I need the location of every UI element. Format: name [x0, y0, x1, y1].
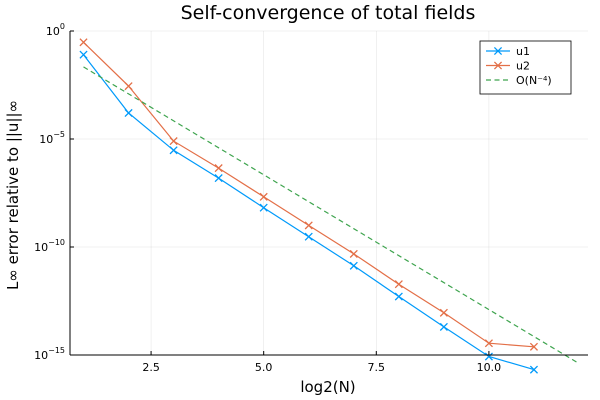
- legend-label: u1: [516, 45, 530, 58]
- data-point: [304, 232, 313, 241]
- series-layer: [79, 38, 580, 374]
- data-point: [529, 365, 539, 374]
- data-point: [304, 221, 313, 230]
- data-point: [484, 339, 493, 348]
- x-tick-label: 2.5: [142, 361, 160, 374]
- legend: u1 u2O(N⁻⁴): [479, 40, 572, 95]
- axes: [69, 30, 588, 356]
- series-line-3: [83, 66, 580, 365]
- data-point: [169, 146, 178, 155]
- data-point: [394, 280, 403, 289]
- data-point: [124, 108, 133, 118]
- y-tick-label: 10−15: [34, 346, 65, 362]
- data-point: [439, 322, 448, 331]
- x-tick-label: 7.5: [368, 361, 386, 374]
- y-tick-label: 10−10: [34, 238, 65, 254]
- data-point: [259, 192, 268, 201]
- data-point: [394, 292, 403, 301]
- tick-labels: 2.5 5.0 7.5 10.0 100 10−5 10−10 10−15: [34, 22, 501, 374]
- data-point: [79, 38, 88, 47]
- legend-marker: [493, 61, 503, 70]
- data-point: [124, 82, 133, 91]
- legend-marker: [493, 46, 503, 56]
- data-point: [259, 203, 268, 212]
- y-tick-label: 10−5: [39, 130, 65, 146]
- y-axis-label: L∞ error relative to ||u||∞: [4, 100, 22, 290]
- x-tick-label: 10.0: [477, 361, 502, 374]
- legend-label: u2: [516, 60, 530, 73]
- x-tick-label: 5.0: [255, 361, 273, 374]
- data-point: [349, 249, 358, 258]
- chart-title: Self-convergence of total fields: [181, 2, 476, 24]
- x-axis-label: log2(N): [300, 378, 355, 396]
- data-point: [529, 342, 539, 351]
- data-point: [169, 137, 178, 146]
- data-point: [349, 261, 358, 270]
- data-point: [439, 308, 448, 317]
- data-point: [214, 164, 223, 173]
- data-point: [214, 174, 223, 183]
- data-point: [79, 50, 88, 59]
- data-point: [484, 352, 493, 361]
- legend-label: O(N⁻⁴): [516, 74, 552, 87]
- y-tick-label: 100: [46, 22, 65, 38]
